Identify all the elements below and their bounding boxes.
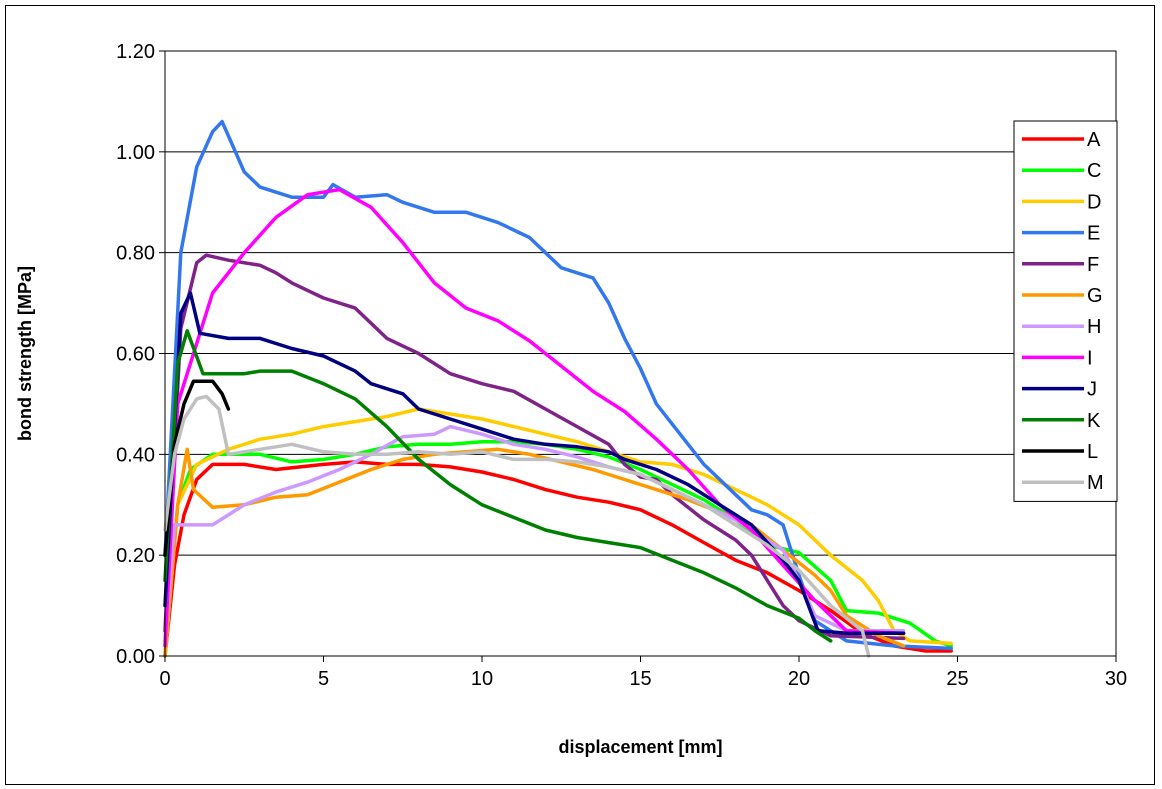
legend-label: L <box>1087 441 1098 463</box>
series-line-i <box>163 187 906 648</box>
legend-item-k: K <box>1022 410 1101 432</box>
axes: 0.00 0.20 0.40 0.60 0.80 1.00 1.20 0 5 10 15 20 25 30 <box>116 41 1127 690</box>
legend-label: C <box>1087 160 1101 182</box>
series-line-k <box>163 329 833 643</box>
legend-item-h: H <box>1022 316 1101 338</box>
x-axis-label: displacement [mm] <box>558 737 722 757</box>
legend-item-d: D <box>1022 191 1101 213</box>
y-axis-label: bond strength [MPa] <box>15 266 35 441</box>
legend-label: M <box>1087 472 1104 494</box>
legend-item-a: A <box>1022 129 1101 151</box>
series-line-m <box>163 394 871 658</box>
y-tick-label: 0.40 <box>116 444 155 466</box>
x-tick-label: 25 <box>946 668 968 690</box>
legend-item-i: I <box>1022 347 1093 369</box>
y-tick-label: 0.00 <box>116 646 155 668</box>
x-tick-label: 20 <box>788 668 810 690</box>
y-tick-label: 1.20 <box>116 41 155 63</box>
x-tick-label: 5 <box>318 668 329 690</box>
series-line-j <box>163 291 906 636</box>
series-line-e <box>163 119 953 651</box>
legend-label: A <box>1087 129 1101 151</box>
legend-item-m: M <box>1022 472 1104 494</box>
legend-label: F <box>1087 254 1099 276</box>
legend-label: J <box>1087 379 1097 401</box>
legend-label: I <box>1087 347 1093 369</box>
legend-item-l: L <box>1022 441 1098 463</box>
series-line-d <box>163 407 953 658</box>
y-tick-label: 1.00 <box>116 142 155 164</box>
series-line-f <box>163 253 906 641</box>
series-line-g <box>163 447 906 658</box>
series-line-h <box>163 424 906 643</box>
legend-item-c: C <box>1022 160 1101 182</box>
gridlines <box>165 151 1116 556</box>
legend-item-e: E <box>1022 223 1100 245</box>
x-tick-label: 30 <box>1105 668 1127 690</box>
x-tick-label: 15 <box>629 668 651 690</box>
legend-item-j: J <box>1022 379 1097 401</box>
legend-item-f: F <box>1022 254 1099 276</box>
y-tick-label: 0.80 <box>116 243 155 265</box>
legend-label: G <box>1087 285 1103 307</box>
chart-frame: 0.00 0.20 0.40 0.60 0.80 1.00 1.20 0 5 10 15 20 25 30… <box>5 5 1155 785</box>
legend-label: K <box>1087 410 1101 432</box>
y-tick-label: 0.20 <box>116 545 155 567</box>
x-tick-label: 10 <box>471 668 493 690</box>
legend-label: H <box>1087 316 1101 338</box>
legend-label: E <box>1087 223 1100 245</box>
series-line-l <box>163 379 231 557</box>
legend-label: D <box>1087 191 1101 213</box>
legend-item-g: G <box>1022 285 1103 307</box>
x-tick-label: 0 <box>159 668 170 690</box>
legend-box <box>1013 120 1118 502</box>
y-tick-label: 0.60 <box>116 344 155 366</box>
line-chart: 0.00 0.20 0.40 0.60 0.80 1.00 1.20 0 5 10 15 20 25 30… <box>15 41 1127 757</box>
series-lines <box>163 119 953 658</box>
